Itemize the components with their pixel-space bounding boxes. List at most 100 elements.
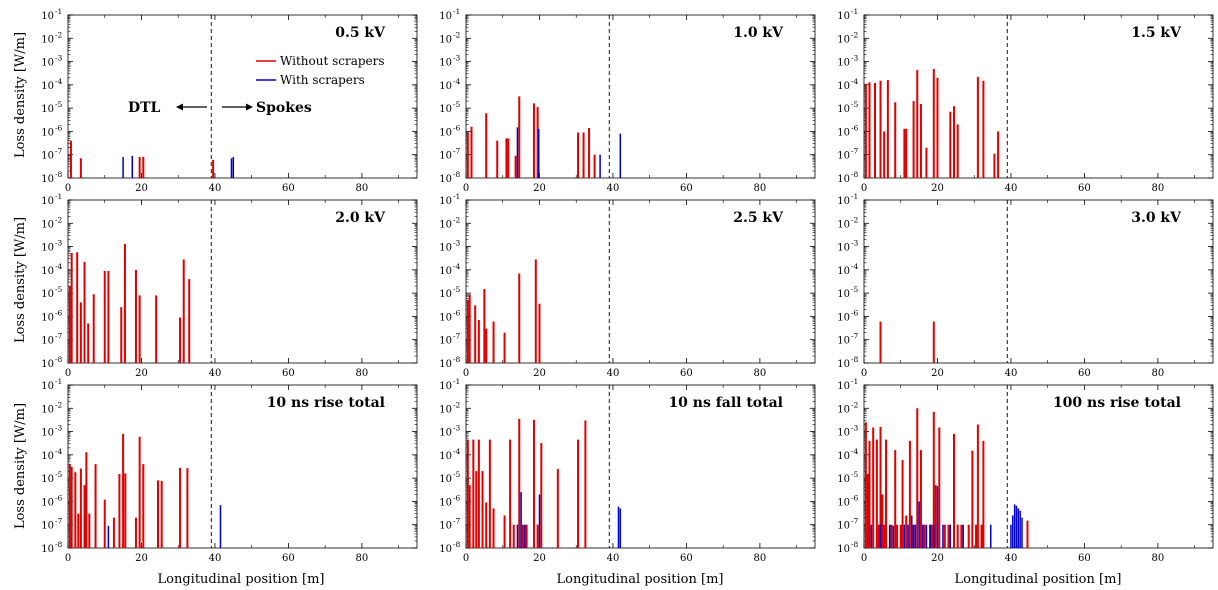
y-tick-exponent: -3 (453, 54, 461, 63)
spokes-arrow-head (246, 103, 253, 111)
y-tick-exponent: -8 (851, 540, 859, 549)
y-tick-exponent: -1 (453, 192, 460, 201)
x-tick-label: 0 (463, 368, 469, 379)
y-tick-exponent: -7 (851, 147, 859, 156)
x-tick-label: 60 (1078, 183, 1091, 194)
panel-frame (863, 199, 1214, 364)
y-tick-exponent: -5 (453, 285, 461, 294)
y-tick-label: 10 (41, 336, 54, 347)
x-tick-label: 0 (463, 183, 469, 194)
panel-2: 10 -110 -210 -310 -410 -510 -610 -710 -80 20 40 60 8… (439, 7, 816, 194)
y-tick-exponent: -8 (453, 355, 461, 364)
panel-frame (465, 199, 816, 364)
y-tick-exponent: -7 (55, 147, 63, 156)
y-tick-label: 10 (41, 219, 54, 230)
axis-labels-layer: Loss density [W/m] Loss density [W/m] Lo… (13, 32, 1121, 587)
y-tick-label: 10 (41, 404, 54, 415)
y-tick-exponent: -1 (55, 377, 62, 386)
y-tick-exponent: -2 (851, 215, 859, 224)
y-tick-label: 10 (41, 474, 54, 485)
x-tick-label: 60 (680, 183, 693, 194)
legend-label-without-scrapers: Without scrapers (280, 54, 385, 68)
x-tick-label: 0 (861, 553, 867, 564)
y-tick-label: 10 (41, 312, 54, 323)
y-tick-label: 10 (41, 196, 54, 207)
x-tick-label: 40 (209, 368, 222, 379)
y-tick-exponent: -1 (55, 192, 62, 201)
xlabel-col-3: Longitudinal position [m] (955, 572, 1122, 587)
y-tick-exponent: -5 (453, 470, 461, 479)
x-tick-label: 80 (356, 368, 369, 379)
y-tick-label: 10 (837, 497, 850, 508)
y-tick-exponent: -3 (453, 424, 461, 433)
y-tick-label: 10 (439, 451, 452, 462)
panel-frame (465, 384, 816, 549)
panel-frame (863, 14, 1214, 179)
y-tick-label: 10 (41, 81, 54, 92)
y-tick-label: 10 (41, 289, 54, 300)
y-tick-label: 10 (439, 266, 452, 277)
y-tick-exponent: -4 (55, 77, 63, 86)
y-tick-exponent: -7 (851, 332, 859, 341)
x-tick-label: 0 (861, 183, 867, 194)
panel-frame (67, 199, 418, 364)
y-tick-exponent: -7 (453, 147, 461, 156)
y-tick-exponent: -3 (851, 239, 859, 248)
y-tick-exponent: -4 (851, 77, 859, 86)
ylabel-row-3: Loss density [W/m] (13, 403, 28, 529)
y-tick-label: 10 (41, 11, 54, 22)
y-tick-exponent: -2 (453, 400, 461, 409)
x-tick-label: 40 (607, 183, 620, 194)
panel-7: 10 -110 -210 -310 -410 -510 -610 -710 -80 20 40 60 8… (41, 377, 418, 564)
y-tick-label: 10 (41, 381, 54, 392)
panel-title: 100 ns rise total (1053, 395, 1181, 411)
y-tick-exponent: -3 (55, 424, 63, 433)
x-tick-label: 40 (607, 553, 620, 564)
panel-title: 2.5 kV (733, 210, 784, 226)
panel-frame (67, 14, 418, 179)
y-tick-exponent: -2 (851, 400, 859, 409)
y-tick-label: 10 (41, 58, 54, 69)
y-tick-label: 10 (41, 428, 54, 439)
y-tick-exponent: -6 (453, 308, 461, 317)
panel-frame (465, 14, 816, 179)
x-tick-label: 40 (209, 553, 222, 564)
y-tick-label: 10 (439, 219, 452, 230)
dtl-arrow-head (176, 103, 183, 111)
ylabel-row-1: Loss density [W/m] (13, 32, 28, 158)
y-tick-exponent: -6 (851, 123, 859, 132)
x-tick-label: 80 (754, 368, 767, 379)
y-tick-label: 10 (439, 289, 452, 300)
y-tick-label: 10 (41, 497, 54, 508)
panel-title: 2.0 kV (335, 210, 386, 226)
y-tick-label: 10 (837, 34, 850, 45)
y-tick-exponent: -1 (55, 7, 62, 16)
legend-label-with-scrapers: With scrapers (280, 73, 365, 87)
y-tick-label: 10 (439, 428, 452, 439)
y-tick-label: 10 (439, 521, 452, 532)
y-tick-label: 10 (837, 266, 850, 277)
x-tick-label: 60 (680, 553, 693, 564)
y-tick-exponent: -7 (453, 517, 461, 526)
panel-title: 1.5 kV (1131, 25, 1182, 41)
y-tick-label: 10 (837, 289, 850, 300)
y-tick-label: 10 (439, 381, 452, 392)
y-tick-label: 10 (41, 544, 54, 555)
y-tick-exponent: -5 (55, 285, 63, 294)
y-tick-exponent: -8 (55, 355, 63, 364)
y-tick-exponent: -1 (851, 192, 858, 201)
y-tick-exponent: -2 (55, 400, 63, 409)
panel-title: 0.5 kV (335, 25, 386, 41)
panel-frame (863, 384, 1214, 549)
y-tick-exponent: -7 (453, 332, 461, 341)
y-tick-label: 10 (41, 243, 54, 254)
x-tick-label: 20 (135, 368, 148, 379)
spokes-label: Spokes (256, 100, 312, 116)
y-tick-label: 10 (439, 104, 452, 115)
y-tick-exponent: -5 (55, 470, 63, 479)
x-tick-label: 60 (1078, 368, 1091, 379)
x-tick-label: 20 (931, 368, 944, 379)
y-tick-label: 10 (41, 266, 54, 277)
y-tick-label: 10 (439, 58, 452, 69)
x-tick-label: 20 (931, 183, 944, 194)
